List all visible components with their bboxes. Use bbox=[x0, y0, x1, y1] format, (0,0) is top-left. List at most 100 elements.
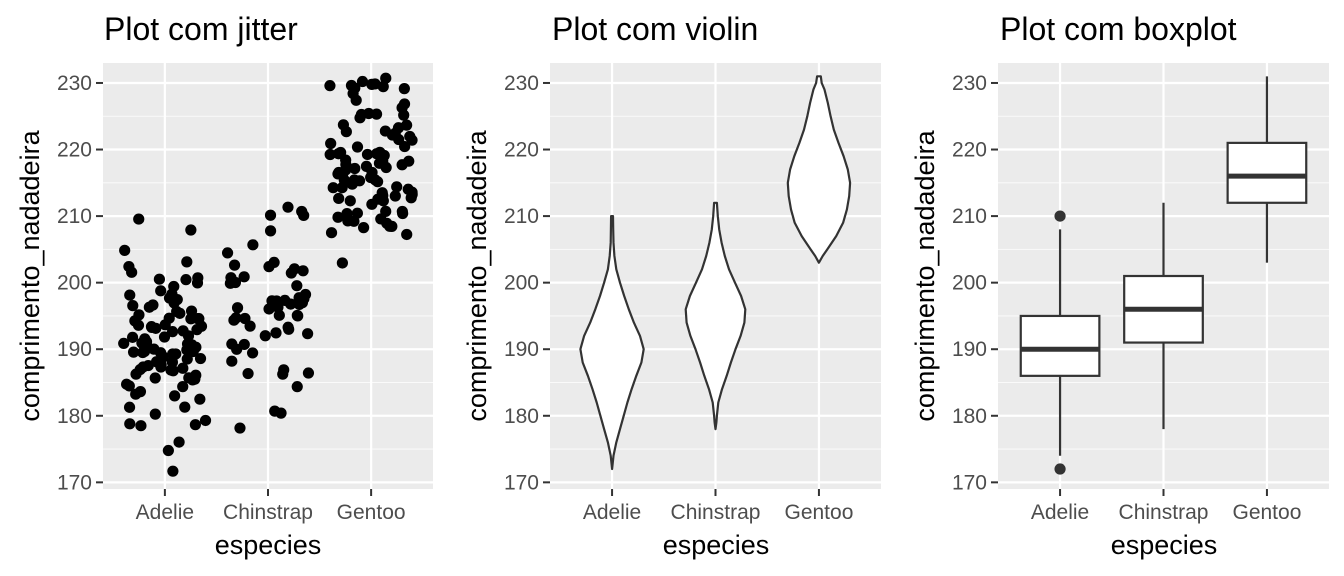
data-point bbox=[325, 227, 338, 239]
data-point bbox=[380, 205, 392, 217]
data-point bbox=[299, 288, 312, 301]
jitter-plot-title: Plot com jitter bbox=[104, 11, 298, 47]
data-point bbox=[238, 338, 250, 351]
y-tick-label: 230 bbox=[952, 72, 987, 95]
data-point bbox=[325, 137, 337, 150]
data-point bbox=[379, 125, 391, 137]
y-tick-label: 230 bbox=[57, 72, 92, 95]
data-point bbox=[242, 367, 254, 380]
y-tick-label: 200 bbox=[952, 272, 987, 295]
data-point bbox=[123, 401, 136, 413]
y-tick-label: 200 bbox=[504, 272, 539, 295]
violin-shape bbox=[786, 75, 852, 264]
data-point bbox=[270, 327, 282, 339]
data-point bbox=[397, 207, 409, 220]
data-point bbox=[193, 313, 205, 325]
data-point bbox=[404, 130, 416, 143]
data-point bbox=[180, 274, 192, 286]
jitter-plot: Plot com jitter 170 180 190 200 210 220 230 Ade… bbox=[15, 11, 433, 560]
violin-plot-violins bbox=[579, 75, 852, 471]
data-point bbox=[173, 436, 185, 448]
data-point bbox=[190, 369, 202, 381]
data-point bbox=[177, 381, 189, 393]
y-tick-label: 190 bbox=[57, 338, 92, 361]
x-tick-label: Adelie bbox=[1031, 501, 1089, 524]
data-point bbox=[179, 401, 191, 413]
data-point bbox=[191, 324, 203, 336]
y-tick-label: 230 bbox=[504, 72, 539, 95]
violin-shape bbox=[579, 215, 645, 471]
y-tick-label: 190 bbox=[504, 338, 539, 361]
data-point bbox=[275, 407, 287, 419]
violin-plot-axes: 170 180 190 200 210 220 230 Adelie Chinstrap Gent… bbox=[504, 72, 853, 524]
x-tick-label: Adelie bbox=[136, 501, 194, 524]
data-point bbox=[185, 224, 197, 236]
data-point bbox=[192, 272, 204, 284]
data-point bbox=[401, 119, 413, 131]
data-point bbox=[337, 119, 350, 131]
boxplot-plot-y-axis-title: comprimento_nadadeira bbox=[910, 129, 940, 421]
data-point bbox=[228, 259, 241, 271]
data-point bbox=[189, 419, 201, 431]
data-point bbox=[123, 260, 135, 273]
data-point bbox=[231, 302, 244, 314]
y-tick-label: 220 bbox=[952, 139, 987, 162]
data-point bbox=[167, 348, 179, 360]
data-point bbox=[158, 331, 171, 343]
outlier-point bbox=[1054, 463, 1066, 475]
data-point bbox=[147, 299, 159, 311]
data-point bbox=[194, 352, 207, 365]
data-point bbox=[292, 310, 304, 322]
data-point bbox=[181, 338, 194, 350]
data-point bbox=[246, 347, 259, 359]
boxplot-plot: Plot com boxplot 170 180 190 200 210 220 230 Ad… bbox=[910, 11, 1329, 560]
violin-plot-x-axis-title: especies bbox=[663, 530, 770, 560]
data-point bbox=[135, 420, 147, 432]
data-point bbox=[298, 209, 310, 222]
data-point bbox=[126, 331, 139, 343]
data-point bbox=[167, 365, 179, 377]
data-point bbox=[259, 330, 271, 342]
data-point bbox=[149, 408, 161, 420]
data-point bbox=[226, 338, 238, 350]
data-point bbox=[341, 207, 353, 220]
data-point bbox=[133, 309, 145, 321]
data-point bbox=[268, 256, 280, 269]
data-point bbox=[349, 162, 361, 175]
outlier-point bbox=[1054, 210, 1066, 222]
jitter-plot-x-axis-title: especies bbox=[215, 530, 322, 560]
data-point bbox=[130, 388, 142, 400]
data-point bbox=[360, 160, 373, 172]
x-tick-label: Chinstrap bbox=[1119, 501, 1209, 524]
data-point bbox=[185, 305, 198, 317]
data-point bbox=[153, 273, 165, 285]
data-point bbox=[324, 80, 336, 92]
data-point bbox=[146, 321, 158, 333]
data-point bbox=[119, 244, 131, 256]
y-tick-label: 180 bbox=[57, 405, 92, 428]
data-point bbox=[124, 418, 136, 430]
violin-plot-y-axis-title: comprimento_nadadeira bbox=[462, 129, 492, 421]
violin-plot-title: Plot com violin bbox=[552, 11, 758, 47]
data-point bbox=[238, 271, 250, 283]
data-point bbox=[121, 378, 133, 390]
data-point bbox=[363, 107, 375, 120]
data-point bbox=[291, 381, 303, 393]
data-point bbox=[389, 190, 401, 202]
x-tick-label: Gentoo bbox=[337, 501, 406, 524]
y-tick-label: 210 bbox=[952, 205, 987, 228]
violin-plot: Plot com violin 170 180 190 200 210 220 230 Ade… bbox=[462, 11, 881, 560]
box-body bbox=[1226, 141, 1308, 204]
data-point bbox=[332, 148, 345, 160]
x-tick-label: Chinstrap bbox=[671, 501, 761, 524]
x-tick-label: Adelie bbox=[583, 501, 641, 524]
jitter-plot-axes: 170 180 190 200 210 220 230 Adelie Chinstrap Gent… bbox=[57, 72, 406, 524]
x-tick-label: Chinstrap bbox=[223, 501, 313, 524]
data-point bbox=[264, 225, 277, 237]
data-point bbox=[391, 181, 403, 193]
y-tick-label: 220 bbox=[57, 139, 92, 162]
data-point bbox=[371, 148, 383, 160]
data-point bbox=[181, 256, 193, 268]
data-point bbox=[155, 361, 167, 373]
